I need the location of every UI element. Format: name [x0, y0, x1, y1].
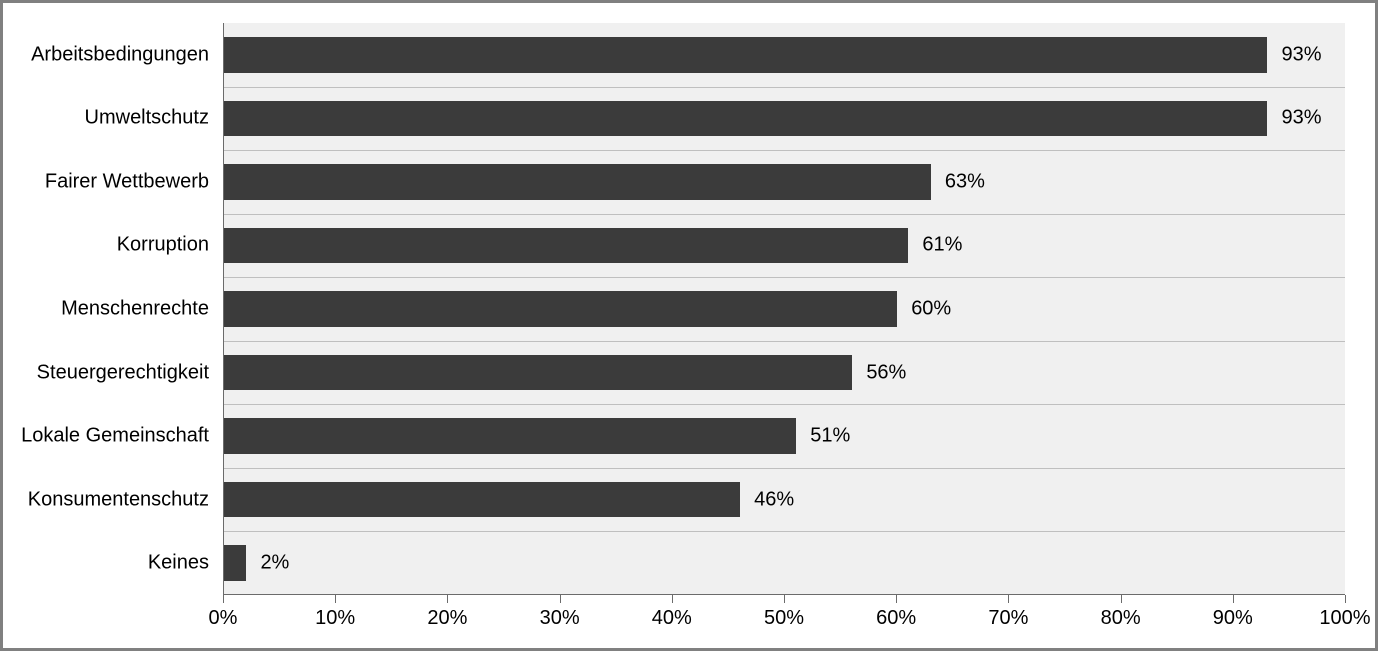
x-tick: [223, 595, 224, 603]
bar-row: 60%: [224, 291, 1345, 327]
category-label: Keines: [15, 552, 209, 575]
bar: [224, 37, 1267, 73]
x-tick: [447, 595, 448, 603]
bar: [224, 355, 852, 391]
x-tick: [1345, 595, 1346, 603]
bar-row: 63%: [224, 164, 1345, 200]
category-label: Menschenrechte: [15, 298, 209, 321]
value-label: 93%: [1281, 107, 1321, 130]
x-tick-label: 70%: [988, 607, 1028, 630]
bar-row: 2%: [224, 545, 1345, 581]
value-label: 51%: [810, 425, 850, 448]
x-tick: [560, 595, 561, 603]
bar: [224, 545, 246, 581]
bar-row: 46%: [224, 482, 1345, 518]
x-tick: [335, 595, 336, 603]
gridline: [224, 341, 1345, 342]
x-tick-label: 40%: [652, 607, 692, 630]
plot-wrap: 93% 93% 63% 61% 60% 56% 51% 46% 2% Arbeitsbeding…: [15, 15, 1363, 636]
x-tick-label: 10%: [315, 607, 355, 630]
bar: [224, 418, 796, 454]
x-tick-label: 90%: [1213, 607, 1253, 630]
bar-row: 51%: [224, 418, 1345, 454]
bar-row: 93%: [224, 101, 1345, 137]
gridline: [224, 468, 1345, 469]
value-label: 56%: [866, 361, 906, 384]
bar-row: 61%: [224, 228, 1345, 264]
plot-area: 93% 93% 63% 61% 60% 56% 51% 46% 2%: [223, 23, 1345, 595]
x-tick-label: 50%: [764, 607, 804, 630]
category-label: Fairer Wettbewerb: [15, 170, 209, 193]
bar: [224, 101, 1267, 137]
value-label: 93%: [1281, 43, 1321, 66]
bar: [224, 228, 908, 264]
gridline: [224, 531, 1345, 532]
bar-row: 93%: [224, 37, 1345, 73]
x-tick-label: 100%: [1319, 607, 1370, 630]
value-label: 46%: [754, 488, 794, 511]
bar: [224, 482, 740, 518]
bar: [224, 164, 931, 200]
value-label: 63%: [945, 170, 985, 193]
x-tick: [1233, 595, 1234, 603]
gridline: [224, 277, 1345, 278]
gridline: [224, 214, 1345, 215]
category-label: Steuergerechtigkeit: [15, 361, 209, 384]
x-tick: [672, 595, 673, 603]
x-tick-label: 30%: [540, 607, 580, 630]
x-tick: [896, 595, 897, 603]
x-tick: [1121, 595, 1122, 603]
bar: [224, 291, 897, 327]
value-label: 60%: [911, 297, 951, 320]
x-tick-label: 80%: [1101, 607, 1141, 630]
chart-container: 93% 93% 63% 61% 60% 56% 51% 46% 2% Arbeitsbeding…: [0, 0, 1378, 651]
gridline: [224, 150, 1345, 151]
category-label: Lokale Gemeinschaft: [15, 425, 209, 448]
gridline: [224, 87, 1345, 88]
x-tick-label: 20%: [427, 607, 467, 630]
category-label: Korruption: [15, 234, 209, 257]
bar-row: 56%: [224, 355, 1345, 391]
gridline: [224, 404, 1345, 405]
x-tick: [784, 595, 785, 603]
x-tick-label: 0%: [209, 607, 238, 630]
value-label: 2%: [260, 552, 289, 575]
category-label: Umweltschutz: [15, 107, 209, 130]
category-label: Arbeitsbedingungen: [15, 43, 209, 66]
x-tick: [1008, 595, 1009, 603]
category-label: Konsumentenschutz: [15, 488, 209, 511]
value-label: 61%: [922, 234, 962, 257]
x-tick-label: 60%: [876, 607, 916, 630]
